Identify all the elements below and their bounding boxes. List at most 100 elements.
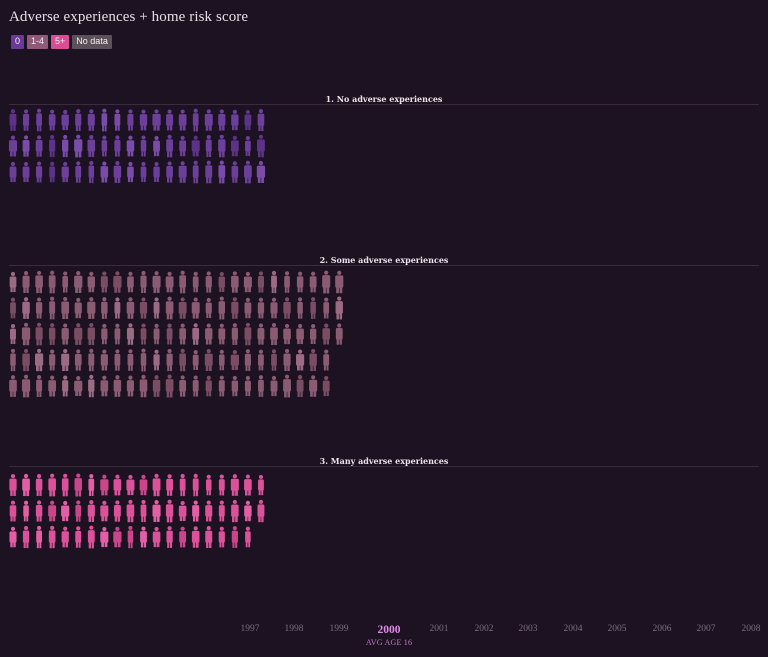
person-icon[interactable] — [310, 297, 316, 319]
person-icon[interactable] — [113, 161, 122, 183]
person-icon[interactable] — [219, 349, 225, 371]
person-icon[interactable] — [231, 109, 239, 131]
person-icon[interactable] — [22, 161, 30, 183]
person-icon[interactable] — [271, 349, 277, 371]
person-icon[interactable] — [101, 323, 108, 345]
person-icon[interactable] — [127, 109, 134, 131]
person-icon[interactable] — [284, 271, 290, 293]
person-icon[interactable] — [244, 160, 252, 184]
person-icon[interactable] — [48, 323, 56, 345]
person-icon[interactable] — [257, 134, 265, 158]
person-icon[interactable] — [113, 500, 121, 522]
person-icon[interactable] — [270, 322, 278, 346]
person-icon[interactable] — [192, 375, 199, 397]
person-icon[interactable] — [22, 473, 30, 497]
person-icon[interactable] — [100, 271, 108, 293]
person-icon[interactable] — [204, 109, 213, 131]
person-icon[interactable] — [230, 474, 239, 496]
person-icon[interactable] — [74, 375, 83, 397]
person-icon[interactable] — [49, 349, 56, 371]
person-icon[interactable] — [100, 375, 109, 397]
person-icon[interactable] — [10, 323, 16, 345]
person-icon[interactable] — [270, 375, 278, 397]
person-icon[interactable] — [218, 271, 226, 293]
person-icon[interactable] — [87, 109, 95, 131]
person-icon[interactable] — [22, 525, 30, 549]
person-icon[interactable] — [218, 323, 226, 345]
person-icon[interactable] — [61, 323, 69, 345]
person-icon[interactable] — [335, 296, 343, 320]
person-icon[interactable] — [36, 374, 43, 398]
person-icon[interactable] — [126, 297, 135, 319]
person-icon[interactable] — [192, 160, 199, 184]
person-icon[interactable] — [152, 500, 161, 522]
person-icon[interactable] — [48, 375, 57, 397]
person-icon[interactable] — [139, 474, 148, 496]
person-icon[interactable] — [34, 348, 44, 372]
person-icon[interactable] — [48, 500, 57, 522]
person-icon[interactable] — [166, 161, 173, 183]
person-icon[interactable] — [87, 135, 96, 157]
person-icon[interactable] — [309, 271, 317, 293]
person-icon[interactable] — [74, 473, 82, 497]
person-icon[interactable] — [36, 108, 42, 132]
person-icon[interactable] — [152, 271, 161, 293]
person-icon[interactable] — [309, 375, 318, 397]
person-icon[interactable] — [152, 526, 161, 548]
person-icon[interactable] — [179, 348, 186, 372]
person-icon[interactable] — [22, 297, 30, 319]
person-icon[interactable] — [244, 297, 252, 319]
person-icon[interactable] — [126, 474, 135, 496]
person-icon[interactable] — [166, 323, 173, 345]
person-icon[interactable] — [205, 160, 213, 184]
person-icon[interactable] — [178, 161, 187, 183]
person-icon[interactable] — [100, 161, 109, 183]
person-icon[interactable] — [113, 375, 122, 397]
person-icon[interactable] — [114, 109, 121, 131]
person-icon[interactable] — [244, 375, 251, 397]
person-icon[interactable] — [62, 271, 69, 293]
person-icon[interactable] — [244, 500, 252, 522]
person-icon[interactable] — [22, 271, 30, 293]
person-icon[interactable] — [9, 375, 17, 397]
person-icon[interactable] — [88, 160, 95, 184]
person-icon[interactable] — [21, 374, 31, 398]
person-icon[interactable] — [322, 375, 330, 397]
year-tick-2003[interactable]: 2003 — [518, 624, 538, 634]
person-icon[interactable] — [230, 349, 239, 371]
person-icon[interactable] — [256, 161, 266, 183]
person-icon[interactable] — [61, 500, 70, 522]
person-icon[interactable] — [22, 135, 30, 157]
person-icon[interactable] — [35, 500, 43, 522]
person-icon[interactable] — [87, 525, 95, 549]
person-icon[interactable] — [243, 271, 252, 293]
person-icon[interactable] — [179, 270, 186, 294]
person-icon[interactable] — [257, 297, 265, 319]
person-icon[interactable] — [100, 474, 109, 496]
person-icon[interactable] — [88, 374, 95, 398]
person-icon[interactable] — [165, 374, 174, 398]
person-icon[interactable] — [49, 161, 56, 183]
person-icon[interactable] — [61, 161, 69, 183]
person-icon[interactable] — [179, 375, 187, 397]
person-icon[interactable] — [179, 323, 186, 345]
person-icon[interactable] — [140, 348, 147, 372]
year-tick-2008[interactable]: 2008 — [741, 624, 761, 634]
person-icon[interactable] — [205, 500, 213, 522]
person-icon[interactable] — [166, 109, 174, 131]
year-tick-2001[interactable]: 2001 — [429, 624, 449, 634]
person-icon[interactable] — [205, 271, 212, 293]
person-icon[interactable] — [114, 349, 121, 371]
person-icon[interactable] — [191, 135, 200, 157]
person-icon[interactable] — [192, 108, 199, 132]
person-icon[interactable] — [153, 323, 160, 345]
person-icon[interactable] — [61, 473, 69, 497]
year-tick-2002[interactable]: 2002 — [474, 624, 494, 634]
person-icon[interactable] — [101, 108, 108, 132]
person-icon[interactable] — [22, 348, 30, 372]
person-icon[interactable] — [100, 349, 108, 371]
person-icon[interactable] — [48, 525, 56, 549]
person-icon[interactable] — [153, 135, 160, 157]
person-icon[interactable] — [74, 349, 82, 371]
person-icon[interactable] — [22, 109, 30, 131]
